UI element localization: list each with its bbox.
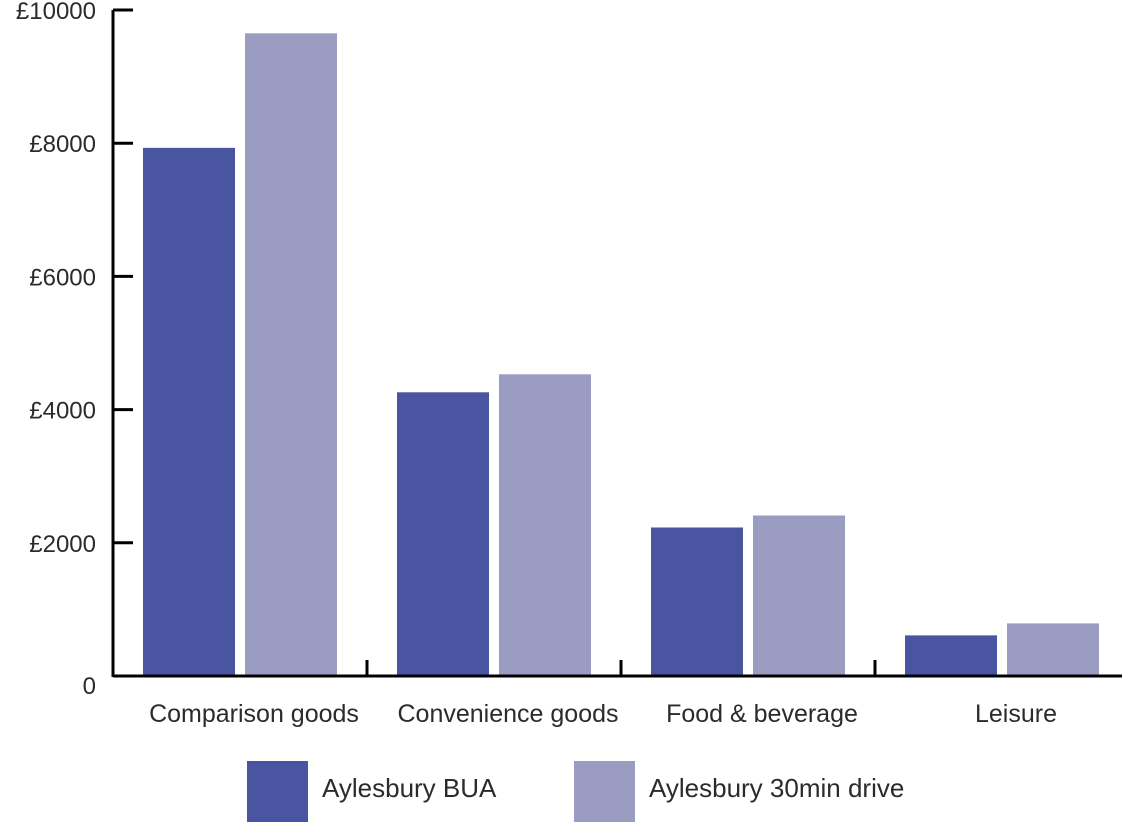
- legend-label: Aylesbury 30min drive: [649, 773, 904, 803]
- bar-convenience-goods-series-2: [499, 374, 591, 676]
- bar-leisure-series-2: [1007, 623, 1099, 676]
- x-category-label: Convenience goods: [398, 700, 619, 728]
- bar-comparison-goods-series-1: [143, 147, 235, 676]
- y-tick-label: £10000: [16, 0, 96, 25]
- bar-convenience-goods-series-1: [397, 392, 489, 676]
- bar-comparison-goods-series-2: [245, 33, 337, 677]
- legend-swatch: [247, 761, 308, 822]
- legend-label: Aylesbury BUA: [322, 773, 497, 803]
- y-tick-label: £2000: [29, 531, 96, 558]
- legend: Aylesbury BUA Aylesbury 30min drive: [247, 761, 904, 822]
- x-category-label: Comparison goods: [149, 700, 359, 728]
- legend-swatch: [574, 761, 635, 822]
- bar-food-beverage-series-1: [651, 527, 743, 676]
- bar-food-beverage-series-2: [753, 515, 845, 676]
- bar-leisure-series-1: [905, 635, 997, 676]
- y-tick-label: £4000: [29, 398, 96, 425]
- y-axis-ticks: 0 £2000 £4000 £6000 £8000 £10000: [16, 0, 133, 700]
- axes-group: [111, 10, 1122, 678]
- x-category-label: Leisure: [975, 700, 1057, 728]
- y-tick-label: 0: [83, 673, 96, 700]
- bars-group: [143, 33, 1099, 677]
- y-tick-label: £6000: [29, 264, 96, 291]
- x-category-label: Food & beverage: [666, 700, 858, 728]
- x-axis-labels: Comparison goods Convenience goods Food & …: [149, 700, 1057, 728]
- y-tick-label: £8000: [29, 131, 96, 158]
